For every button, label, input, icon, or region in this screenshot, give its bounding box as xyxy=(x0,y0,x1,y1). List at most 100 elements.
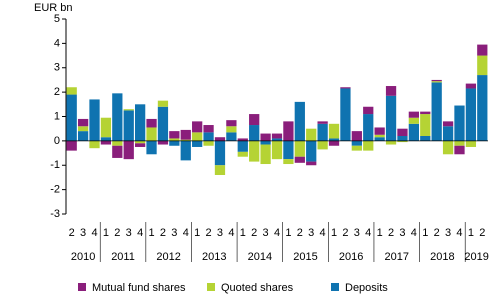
x-group-label: 2018 xyxy=(430,251,454,263)
x-group-label: 2019 xyxy=(464,251,488,263)
x-tick-label: 1 xyxy=(240,227,246,239)
bar-segment xyxy=(420,114,431,136)
x-tick-label: 4 xyxy=(320,227,326,239)
bar-segment xyxy=(214,137,226,141)
x-tick-label: 4 xyxy=(274,227,280,239)
bar-segment xyxy=(249,140,260,162)
x-tick-label: 3 xyxy=(126,227,132,239)
y-tick-label: 3 xyxy=(54,62,60,74)
bar-segment xyxy=(374,127,385,135)
x-tick-label: 3 xyxy=(354,227,360,239)
x-tick-label: 2 xyxy=(297,227,303,239)
x-tick-label: 2 xyxy=(206,227,212,239)
bar-segment xyxy=(397,136,408,141)
y-tick-label: -1 xyxy=(50,159,60,171)
bar-segment xyxy=(271,133,283,139)
bar-segment xyxy=(328,123,340,139)
bar-segment xyxy=(180,139,191,141)
bar-segment xyxy=(351,140,362,146)
x-group-label: 2013 xyxy=(202,251,226,263)
bar-segment xyxy=(271,138,283,141)
bar-segment xyxy=(294,156,305,163)
x-tick-label: 1 xyxy=(331,227,337,239)
bar-segment xyxy=(431,82,442,141)
bar-segment xyxy=(442,121,454,127)
x-group-label: 2015 xyxy=(293,251,317,263)
bar-segment xyxy=(408,123,419,141)
x-tick-label: 2 xyxy=(160,227,166,239)
x-tick-label: 2 xyxy=(434,227,440,239)
bar-segment xyxy=(385,95,397,141)
bar-segment xyxy=(89,140,100,149)
x-tick-label: 3 xyxy=(445,227,451,239)
x-tick-label: 3 xyxy=(217,227,223,239)
bar-segment xyxy=(454,140,465,146)
bar-segment xyxy=(180,129,191,140)
y-tick-label: 4 xyxy=(54,37,60,49)
bar-segment xyxy=(226,132,237,141)
y-tick-label: 5 xyxy=(54,13,60,25)
x-tick-label: 3 xyxy=(171,227,177,239)
bar-segment xyxy=(454,145,465,155)
bar-segment xyxy=(203,125,214,133)
bar-segment xyxy=(477,75,488,141)
bar-segment xyxy=(351,131,362,141)
legend-label: Deposits xyxy=(345,282,388,294)
bar-segment xyxy=(77,131,89,141)
x-tick-label: 2 xyxy=(251,227,257,239)
bar-segment xyxy=(226,120,237,127)
x-tick-label: 1 xyxy=(468,227,474,239)
bar-segment xyxy=(283,140,294,160)
x-tick-label: 3 xyxy=(399,227,405,239)
bar-segment xyxy=(431,81,442,83)
x-tick-label: 3 xyxy=(263,227,269,239)
legend-swatch xyxy=(331,283,339,291)
bar-segment xyxy=(260,140,271,145)
bar-segment xyxy=(249,114,260,126)
bar-segment xyxy=(123,110,134,141)
bar-segment xyxy=(203,132,214,141)
bar-segment xyxy=(77,126,89,132)
bar-segment xyxy=(214,140,226,166)
x-tick-label: 3 xyxy=(80,227,86,239)
x-group-label: 2012 xyxy=(156,251,180,263)
bar-segment xyxy=(123,109,134,111)
bar-segment xyxy=(123,140,134,160)
bar-segment xyxy=(283,159,294,165)
bar-segment xyxy=(100,117,112,138)
bar-segment xyxy=(135,143,146,147)
bar-segment xyxy=(317,121,328,124)
x-tick-label: 4 xyxy=(365,227,371,239)
bar-segment xyxy=(66,94,77,141)
x-tick-label: 1 xyxy=(194,227,200,239)
bar-segment xyxy=(397,140,408,143)
bar-segment xyxy=(454,105,465,141)
bar-segment xyxy=(192,140,203,147)
x-tick-label: 4 xyxy=(183,227,189,239)
bar-segment xyxy=(374,134,385,138)
bar-segment xyxy=(306,161,317,166)
bar-segment xyxy=(465,140,477,147)
bar-segment xyxy=(385,86,397,96)
bar-segment xyxy=(465,88,477,141)
bar-segment xyxy=(442,140,454,155)
bar-segment xyxy=(214,165,226,175)
bar-segment xyxy=(146,140,157,155)
bar-segment xyxy=(66,140,77,151)
bar-segment xyxy=(465,83,477,89)
bar-segment xyxy=(100,137,112,141)
bar-segment xyxy=(146,118,157,128)
bar-segment xyxy=(477,44,488,56)
bar-segment xyxy=(249,125,260,141)
bar-segment xyxy=(420,136,431,141)
bar-segment xyxy=(112,145,123,158)
bar-segment xyxy=(192,132,203,141)
bar-segment xyxy=(283,121,294,141)
bar-segment xyxy=(397,128,408,136)
bar-segment xyxy=(363,140,374,151)
x-group-label: 2014 xyxy=(248,251,272,263)
bar-segment xyxy=(112,140,123,146)
y-tick-label: 1 xyxy=(54,110,60,122)
bar-segment xyxy=(340,87,351,89)
